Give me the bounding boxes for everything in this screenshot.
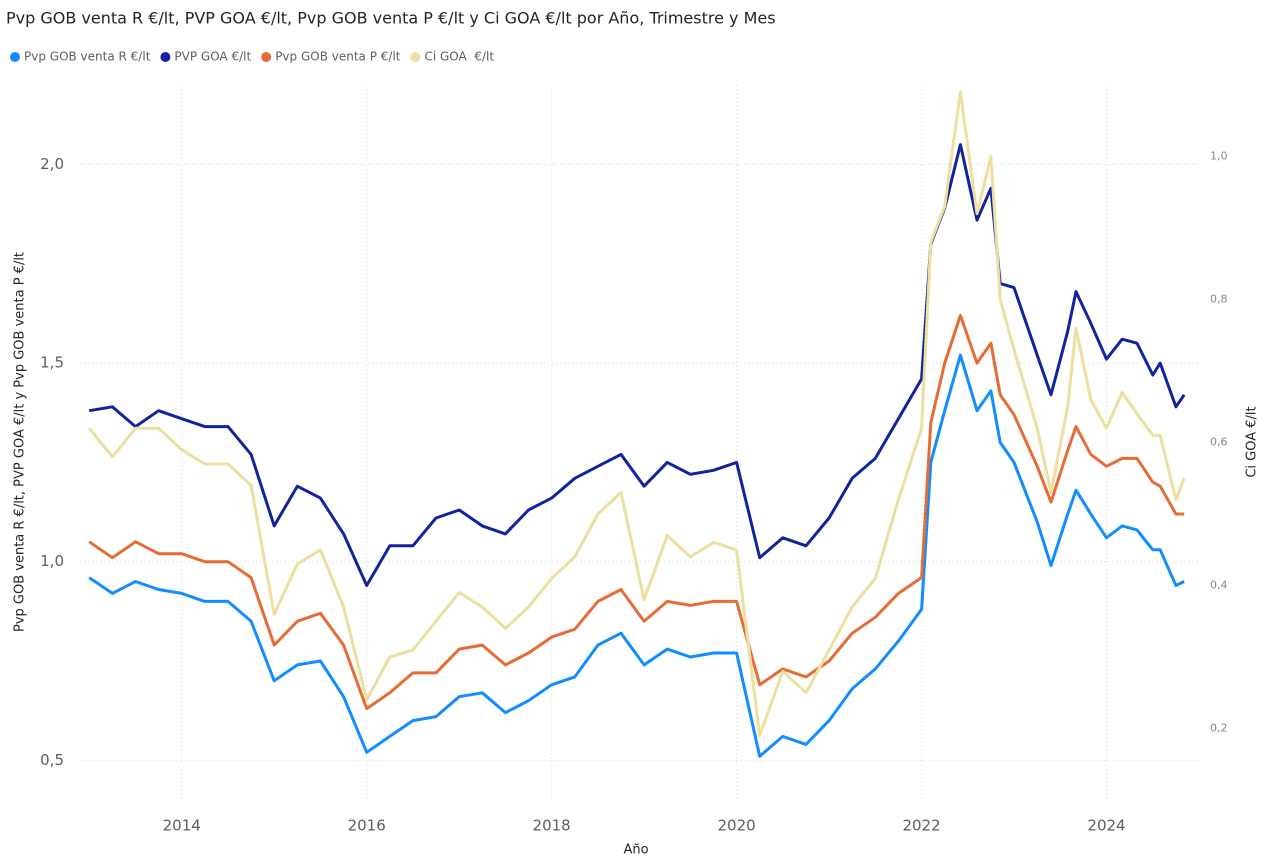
y2-tick-label: 0,6 [1210, 436, 1228, 449]
y2-tick-label: 0,2 [1210, 722, 1228, 735]
legend-marker [160, 52, 171, 62]
line-series [88, 353, 1185, 758]
y2-tick-label: 1,0 [1210, 150, 1228, 163]
y2-tick-label: 0,4 [1210, 579, 1228, 592]
line-series [88, 313, 1185, 711]
legend-marker [261, 52, 272, 62]
y2-axis-title: Ci GOA €/lt [1245, 406, 1260, 477]
legend-label: Pvp GOB venta P €/lt [275, 50, 401, 64]
x-axis-title: Año [623, 843, 648, 858]
x-tick-label: 2018 [533, 817, 571, 835]
y-tick-label: 1,5 [40, 354, 64, 372]
x-tick-label: 2016 [348, 817, 386, 835]
y-tick-label: 1,0 [40, 552, 64, 570]
y-tick-label: 2,0 [40, 155, 64, 173]
x-tick-label: 2022 [902, 817, 940, 835]
line-series [88, 143, 1186, 587]
legend-label: Pvp GOB venta R €/lt [24, 50, 151, 64]
y-tick-label: 0,5 [40, 751, 64, 769]
x-tick-label: 2024 [1087, 817, 1125, 835]
x-tick-label: 2014 [163, 817, 201, 835]
x-tick-label: 2020 [718, 817, 756, 835]
legend-label: PVP GOA €/lt [174, 50, 251, 64]
legend-label: Ci GOA €/lt [424, 50, 494, 64]
legend-marker [410, 52, 421, 62]
y-axis-title: Pvp GOB venta R €/lt, PVP GOA €/lt y Pvp… [13, 252, 28, 632]
y2-tick-label: 0,8 [1210, 293, 1228, 306]
legend-marker [10, 52, 20, 62]
line-series [88, 90, 1186, 738]
chart-title: Pvp GOB venta R €/lt, PVP GOA €/lt, Pvp … [6, 9, 776, 28]
